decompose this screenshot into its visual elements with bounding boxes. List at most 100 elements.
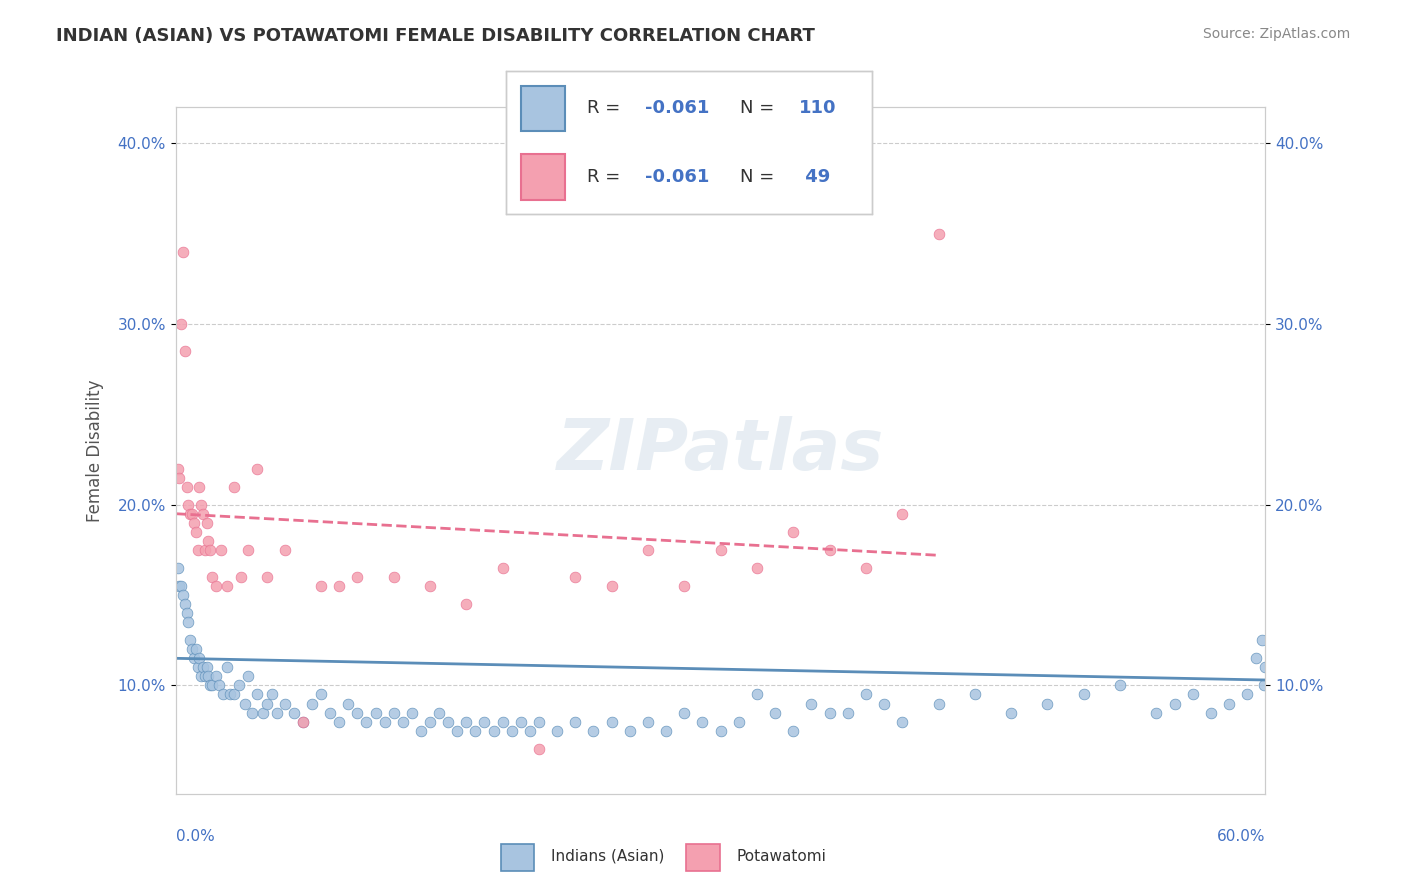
Point	[346, 570, 368, 584]
Point	[177, 615, 200, 630]
Point	[1109, 678, 1132, 692]
Text: R =: R =	[586, 100, 626, 118]
Point	[1253, 678, 1275, 692]
Text: 49: 49	[799, 168, 830, 186]
Point	[201, 570, 224, 584]
Point	[501, 723, 523, 738]
Point	[197, 669, 219, 683]
Point	[231, 570, 253, 584]
Point	[519, 723, 541, 738]
Point	[492, 561, 515, 575]
Point	[172, 244, 194, 259]
Point	[855, 688, 877, 702]
Point	[172, 588, 194, 602]
Point	[274, 697, 297, 711]
Point	[212, 688, 235, 702]
Point	[176, 480, 198, 494]
FancyBboxPatch shape	[520, 86, 565, 131]
Point	[710, 542, 733, 557]
Point	[191, 507, 214, 521]
Point	[233, 697, 256, 711]
Y-axis label: Female Disability: Female Disability	[86, 379, 104, 522]
Point	[240, 706, 263, 720]
Point	[356, 714, 378, 729]
Point	[1163, 697, 1185, 711]
Point	[382, 706, 405, 720]
Point	[252, 706, 274, 720]
Point	[391, 714, 413, 729]
Point	[527, 714, 550, 729]
Point	[169, 470, 191, 484]
Point	[619, 723, 641, 738]
Point	[184, 524, 207, 539]
Point	[238, 669, 260, 683]
Point	[1073, 688, 1095, 702]
Point	[190, 498, 212, 512]
Text: R =: R =	[586, 168, 626, 186]
Point	[1181, 688, 1204, 702]
Point	[209, 542, 232, 557]
Point	[446, 723, 468, 738]
Point	[437, 714, 460, 729]
Point	[222, 480, 245, 494]
Text: -0.061: -0.061	[645, 100, 710, 118]
Point	[309, 579, 332, 593]
Point	[600, 579, 623, 593]
Point	[382, 570, 405, 584]
Point	[1236, 688, 1258, 702]
Point	[195, 660, 218, 674]
Point	[173, 597, 195, 611]
Point	[527, 741, 550, 756]
Point	[177, 498, 200, 512]
Point	[256, 697, 278, 711]
Point	[727, 714, 749, 729]
Point	[179, 633, 201, 648]
Point	[200, 542, 222, 557]
Point	[1250, 633, 1272, 648]
Point	[891, 714, 914, 729]
Point	[928, 227, 950, 241]
Point	[197, 533, 219, 548]
Point	[818, 706, 841, 720]
Point	[818, 542, 841, 557]
Point	[188, 480, 211, 494]
Point	[328, 579, 350, 593]
Text: Potawatomi: Potawatomi	[737, 849, 827, 863]
Point	[194, 669, 217, 683]
Point	[301, 697, 323, 711]
Point	[200, 678, 222, 692]
Point	[238, 542, 260, 557]
Text: ZIPatlas: ZIPatlas	[557, 416, 884, 485]
Point	[222, 688, 245, 702]
Point	[800, 697, 823, 711]
Point	[482, 723, 505, 738]
Point	[266, 706, 288, 720]
Point	[181, 507, 204, 521]
Point	[256, 570, 278, 584]
Point	[228, 678, 250, 692]
Text: 0.0%: 0.0%	[176, 829, 215, 844]
Text: N =: N =	[740, 100, 780, 118]
FancyBboxPatch shape	[686, 844, 720, 871]
Point	[928, 697, 950, 711]
Point	[745, 688, 768, 702]
Point	[319, 706, 342, 720]
Point	[186, 660, 209, 674]
Point	[195, 516, 218, 530]
Point	[184, 642, 207, 657]
Point	[782, 723, 804, 738]
Text: INDIAN (ASIAN) VS POTAWATOMI FEMALE DISABILITY CORRELATION CHART: INDIAN (ASIAN) VS POTAWATOMI FEMALE DISA…	[56, 27, 815, 45]
Point	[509, 714, 531, 729]
Point	[208, 678, 231, 692]
Point	[582, 723, 605, 738]
Point	[419, 714, 441, 729]
Point	[364, 706, 387, 720]
Point	[188, 651, 211, 665]
FancyBboxPatch shape	[501, 844, 534, 871]
Point	[456, 714, 478, 729]
Point	[169, 579, 191, 593]
Point	[1000, 706, 1022, 720]
Point	[219, 688, 242, 702]
Point	[246, 688, 269, 702]
Point	[963, 688, 986, 702]
